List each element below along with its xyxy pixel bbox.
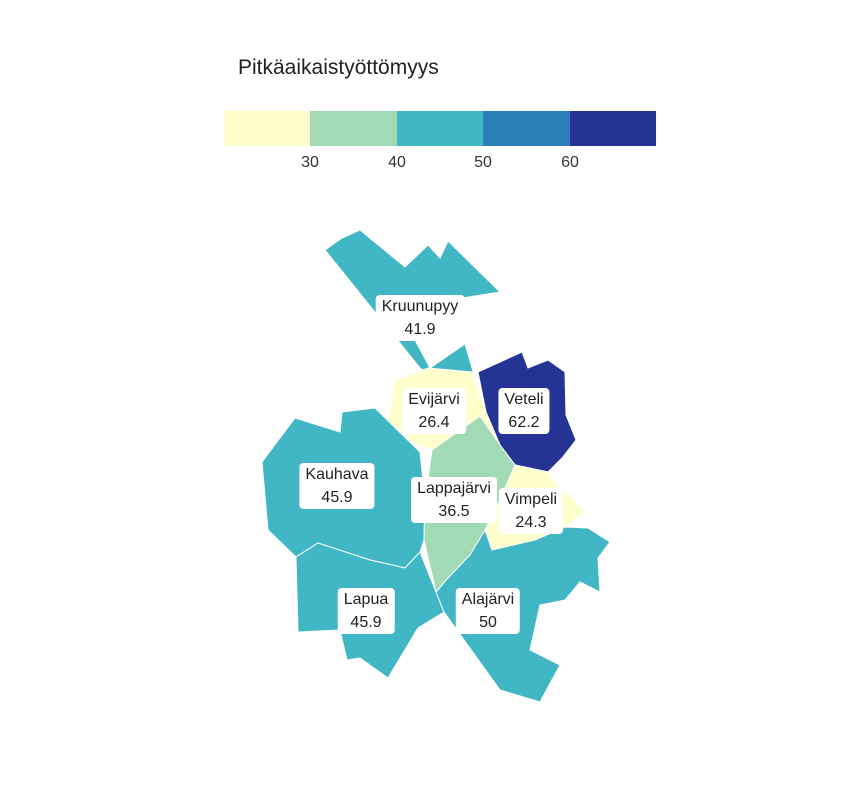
region-label-lapua: Lapua 45.9 bbox=[337, 588, 395, 634]
region-name: Evijärvi bbox=[408, 391, 460, 408]
legend-swatch bbox=[396, 111, 484, 146]
region-value: 24.3 bbox=[515, 514, 547, 531]
legend-swatch bbox=[224, 111, 311, 146]
region-name: Lapua bbox=[343, 591, 389, 608]
region-label-alajarvi: Alajärvi 50 bbox=[455, 588, 521, 634]
region-value: 41.9 bbox=[404, 321, 436, 338]
region-value: 45.9 bbox=[350, 614, 382, 631]
legend-tick: 50 bbox=[474, 154, 492, 171]
region-name: Kauhava bbox=[305, 466, 369, 483]
legend-tick: 60 bbox=[561, 154, 579, 171]
region-label-lappajarvi: Lappajärvi 36.5 bbox=[411, 477, 497, 523]
legend-swatch bbox=[310, 111, 397, 146]
region-name: Veteli bbox=[504, 391, 544, 408]
region-label-kauhava: Kauhava 45.9 bbox=[299, 463, 375, 509]
legend-title: Pitkäaikaistyöttömyys bbox=[238, 56, 439, 79]
legend-tick: 40 bbox=[388, 154, 406, 171]
legend-swatch bbox=[569, 111, 657, 146]
legend-swatch bbox=[483, 111, 570, 146]
region-label-veteli: Veteli 62.2 bbox=[498, 388, 550, 434]
region-label-evijarvi: Evijärvi 26.4 bbox=[402, 388, 466, 434]
region-value: 50 bbox=[479, 614, 497, 631]
region-name: Vimpeli bbox=[504, 491, 558, 508]
region-value: 36.5 bbox=[438, 503, 470, 520]
legend-tick: 30 bbox=[301, 154, 319, 171]
region-label-vimpeli: Vimpeli 24.3 bbox=[498, 488, 564, 534]
region-label-kruunupyy: Kruunupyy 41.9 bbox=[375, 295, 465, 341]
region-alajarvi[interactable] bbox=[435, 526, 611, 703]
region-name: Lappajärvi bbox=[417, 480, 491, 497]
region-name: Alajärvi bbox=[461, 591, 515, 608]
region-name: Kruunupyy bbox=[381, 298, 459, 315]
region-value: 62.2 bbox=[508, 414, 540, 431]
region-value: 45.9 bbox=[321, 489, 353, 506]
region-value: 26.4 bbox=[418, 414, 450, 431]
legend-color-scale bbox=[224, 111, 657, 146]
